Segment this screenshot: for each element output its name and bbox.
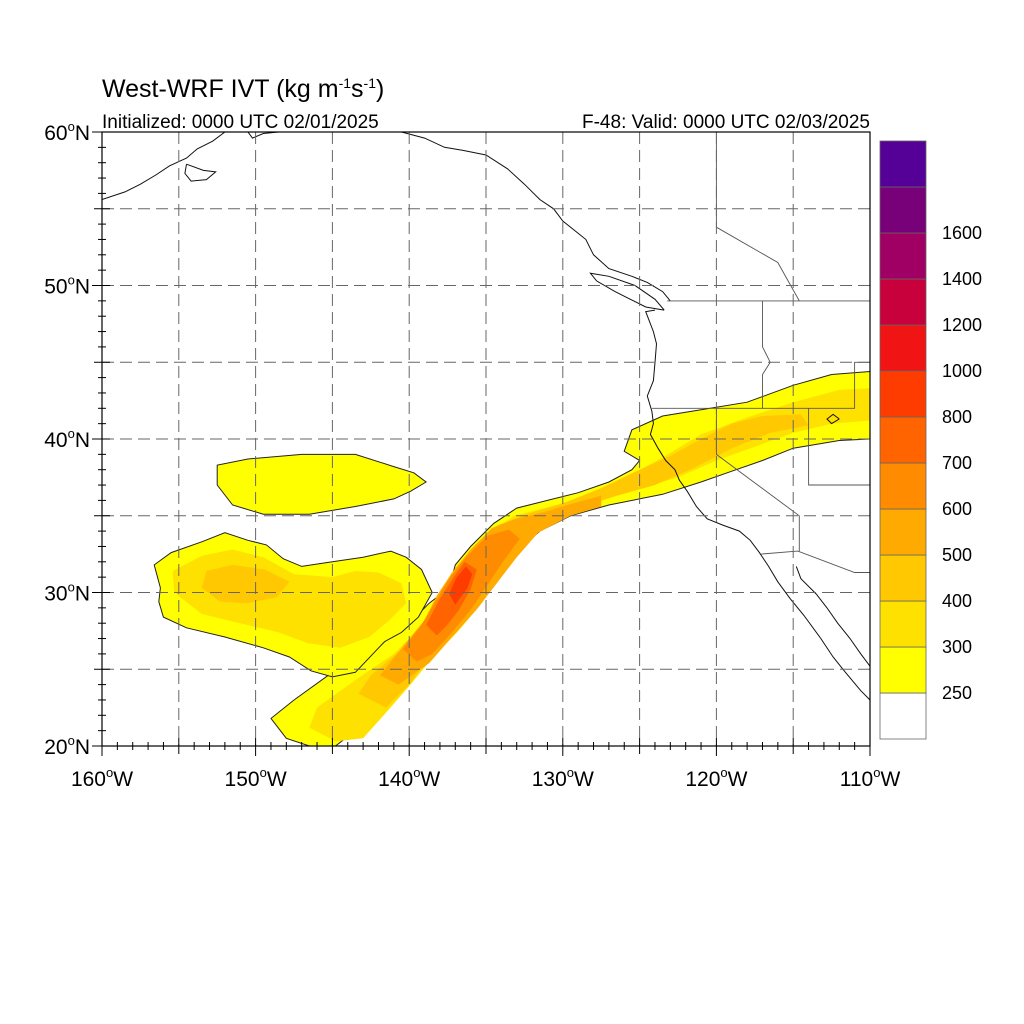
- axis-ticks: [92, 131, 871, 756]
- colorbar-label: 500: [942, 545, 972, 565]
- colorbar-swatch: [879, 600, 927, 648]
- coastline-4: [102, 132, 226, 200]
- coastline-5: [247, 132, 298, 139]
- colorbar-label: 1200: [942, 315, 982, 335]
- lat-label: 20oN: [44, 733, 90, 759]
- atmospheric-river-level-800: [449, 566, 473, 605]
- coastline-6: [184, 163, 217, 182]
- colorbar-swatch: [879, 554, 927, 602]
- lon-label: 130oW: [532, 765, 594, 791]
- coastline-0: [645, 309, 870, 701]
- lon-label: 120oW: [685, 765, 747, 791]
- colorbar-swatch: [879, 324, 927, 372]
- border-line-4: [808, 408, 870, 486]
- ivt-fields: [153, 370, 870, 746]
- moisture-blob-south-level-400: [201, 564, 290, 604]
- lon-label: 110oW: [840, 765, 901, 791]
- colorbar-swatch: [879, 462, 927, 510]
- colorbar-swatch: [879, 186, 927, 234]
- colorbar-label: 400: [942, 591, 972, 611]
- initialized-label: Initialized: 0000 UTC 02/01/2025: [102, 112, 379, 133]
- colorbar-swatch: [879, 140, 927, 188]
- colorbar-swatch: [879, 416, 927, 464]
- colorbar-label: 800: [942, 407, 972, 427]
- colorbar-swatch: [879, 278, 927, 326]
- latitude-labels: 60oN 50oN 40oN 30oN 20oN: [44, 119, 90, 759]
- border-line-5: [760, 550, 870, 573]
- lat-label: 50oN: [44, 273, 90, 299]
- longitude-labels: 160oW 150oW 140oW 130oW 120oW 110oW: [71, 765, 901, 791]
- colorbar-swatch: [879, 232, 927, 280]
- figure-title: West-WRF IVT (kg m-1s-1): [102, 75, 384, 103]
- lon-label: 150oW: [225, 765, 287, 791]
- colorbar-swatch: [879, 370, 927, 418]
- colorbar-label: 700: [942, 453, 972, 473]
- map-plot-area: [102, 132, 870, 746]
- ivt-colorbar: 250 300 400 500 600 700 800 1000 1200 1400 1600: [879, 140, 982, 740]
- colorbar-swatch: [879, 692, 927, 740]
- lat-label: 40oN: [44, 426, 90, 452]
- colorbar-label: 1600: [942, 223, 982, 243]
- colorbar-label: 1000: [942, 361, 982, 381]
- lon-label: 160oW: [71, 765, 133, 791]
- atmospheric-river-level-300: [309, 388, 870, 742]
- coastline-3: [589, 272, 665, 311]
- coastline-1: [795, 566, 870, 667]
- lon-label: 140oW: [378, 765, 440, 791]
- colorbar-swatch: [879, 646, 927, 694]
- colorbar-label: 300: [942, 637, 972, 657]
- moisture-blob-north-level-250: [216, 453, 427, 515]
- lat-lon-grid: [102, 132, 870, 746]
- valid-time-label: F-48: Valid: 0000 UTC 02/03/2025: [582, 112, 870, 133]
- lat-label: 60oN: [44, 119, 90, 145]
- colorbar-label: 600: [942, 499, 972, 519]
- coastline-7: [826, 413, 840, 425]
- coastlines: [102, 132, 870, 701]
- colorbar-label: 250: [942, 683, 972, 703]
- colorbar-swatch: [879, 508, 927, 556]
- lat-label: 30oN: [44, 580, 90, 606]
- colorbar-label: 1400: [942, 269, 982, 289]
- border-line-2: [762, 300, 771, 409]
